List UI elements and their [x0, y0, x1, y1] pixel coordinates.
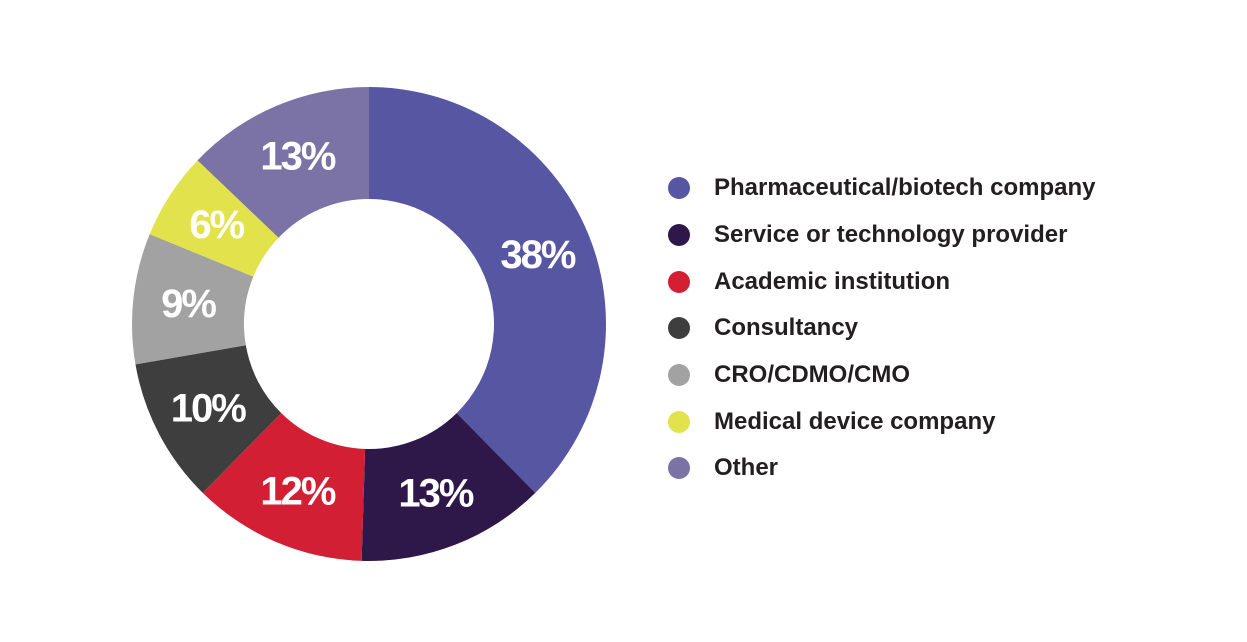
legend-item: CRO/CDMO/CMO [668, 352, 1095, 399]
legend-item: Service or technology provider [668, 212, 1095, 259]
legend-label: CRO/CDMO/CMO [714, 361, 910, 389]
legend-color-dot [668, 270, 690, 293]
slice-value-label: 10% [171, 386, 246, 430]
donut-slice-3 [135, 345, 282, 493]
donut-slice-labels: 38% 13% 12% 10% 9% 6% 13% [161, 135, 578, 516]
slice-value-label: 13% [260, 135, 335, 179]
donut-slice-0 [369, 87, 606, 493]
chart-legend: Pharmaceutical/biotech company Service or… [668, 165, 1095, 492]
legend-item: Medical device company [668, 398, 1095, 445]
legend-label: Pharmaceutical/biotech company [714, 174, 1096, 202]
legend-label: Consultancy [714, 314, 859, 342]
slice-value-label: 9% [161, 282, 216, 326]
legend-color-dot [668, 224, 690, 247]
legend-color-dot [668, 317, 690, 340]
slice-value-label: 13% [398, 471, 473, 515]
legend-color-dot [668, 177, 690, 200]
legend-item: Academic institution [668, 258, 1095, 305]
legend-item: Consultancy [668, 305, 1095, 352]
donut-slices [132, 87, 606, 561]
slice-value-label: 6% [189, 203, 244, 247]
legend-label: Other [714, 454, 779, 482]
donut-slice-2 [202, 413, 366, 561]
slice-value-label: 38% [500, 233, 575, 277]
legend-color-dot [668, 457, 690, 480]
legend-item: Other [668, 445, 1095, 492]
donut-slice-1 [361, 413, 536, 561]
donut-slice-4 [132, 234, 254, 365]
legend-label: Academic institution [714, 267, 951, 295]
legend-label: Medical device company [714, 407, 996, 435]
donut-slice-5 [149, 160, 279, 277]
donut-slice-6 [197, 87, 369, 238]
legend-color-dot [668, 410, 690, 433]
legend-label: Service or technology provider [714, 221, 1068, 249]
slice-value-label: 12% [260, 469, 335, 513]
legend-item: Pharmaceutical/biotech company [668, 165, 1095, 212]
legend-color-dot [668, 364, 690, 387]
